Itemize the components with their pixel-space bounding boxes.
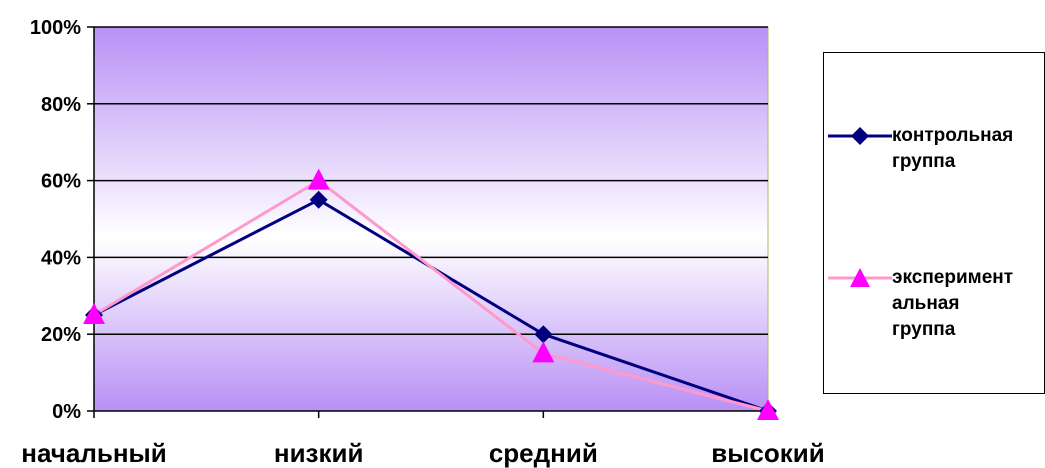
y-tick-label: 0% [52,401,81,423]
x-category-label: высокий [711,438,825,468]
series-line-1 [93,179,769,413]
data-point-triangle [307,168,330,190]
data-point-diamond [534,325,553,344]
legend-label-experimental-line3: группа [892,319,956,340]
data-point-triangle [757,399,779,420]
x-axis-category-labels: начальный низкий средний высокий [21,438,824,468]
legend-label-experimental-line1: эксперимент [892,267,1014,288]
legend-swatch-control-diamond-icon [828,127,892,145]
legend-label-control-line1: контрольная [892,125,1014,146]
x-category-label: средний [489,438,598,468]
plot-area [93,26,769,412]
y-tick-label: 60% [41,171,81,193]
y-tick-label: 100% [30,17,81,39]
y-tick-label: 80% [41,94,81,116]
series-lines [83,168,779,420]
data-point-triangle [532,341,555,363]
legend-label-experimental-line2: альная [892,293,960,314]
legend-label-control: контрольная группа [892,123,1044,175]
legend-label-experimental: эксперимент альная группа [892,265,1044,343]
legend: контрольная группа эксперимент альная гр… [823,52,1045,394]
axes [87,26,769,418]
x-category-label: начальный [21,438,166,468]
y-axis-tick-labels: 0% 20% 40% 60% 80% 100% [30,17,81,423]
legend-label-control-line2: группа [892,151,956,172]
data-point-triangle [83,303,105,324]
y-tick-label: 40% [41,247,81,269]
data-point-diamond [309,190,328,209]
x-category-label: низкий [274,438,364,468]
y-tick-label: 20% [41,324,81,346]
legend-swatch-experimental-triangle-icon [828,268,892,287]
